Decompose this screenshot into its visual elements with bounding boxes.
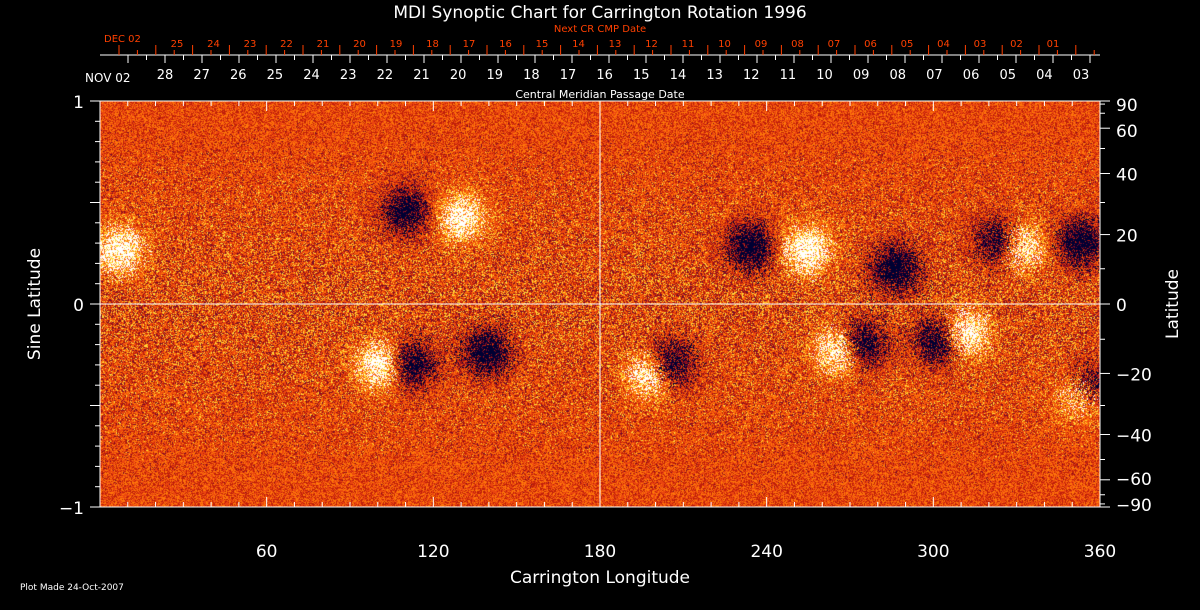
cmp-date-label: 17 <box>560 68 577 83</box>
next-cmp-date-label: 04 <box>937 39 950 50</box>
next-cmp-date-label: 06 <box>864 39 877 50</box>
x-tick-label: 120 <box>417 542 449 562</box>
y-left-axis-label: Sine Latitude <box>25 248 45 360</box>
cmp-date-label: 22 <box>377 68 394 83</box>
cmp-date-label: 28 <box>157 68 174 83</box>
y-left-tick-label: −1 <box>59 499 84 519</box>
next-cmp-date-label: 20 <box>353 39 366 50</box>
cmp-date-label: 14 <box>670 68 687 83</box>
y-right-tick-label: 90 <box>1116 96 1138 116</box>
next-cmp-date-label: 15 <box>536 39 549 50</box>
cmp-date-label: 12 <box>743 68 760 83</box>
next-cmp-date-label: 14 <box>572 39 585 50</box>
cmp-date-label: 25 <box>267 68 284 83</box>
next-cmp-date-label: 09 <box>755 39 768 50</box>
next-cmp-date-label: 12 <box>645 39 658 50</box>
cmp-date-label: 11 <box>780 68 797 83</box>
cmp-date-label: 20 <box>450 68 467 83</box>
next-cmp-date-label: 21 <box>317 39 330 50</box>
cmp-date-label: 06 <box>963 68 980 83</box>
next-cmp-date-label: 18 <box>426 39 439 50</box>
next-cmp-date-label: 11 <box>682 39 695 50</box>
next-cmp-axis-title: Next CR CMP Date <box>554 24 646 35</box>
cmp-date-label: 16 <box>596 68 613 83</box>
next-cmp-start-label: DEC 02 <box>104 34 141 45</box>
next-cmp-date-label: 19 <box>390 39 403 50</box>
next-cmp-date-label: 07 <box>828 39 841 50</box>
cmp-date-label: 07 <box>926 68 943 83</box>
cmp-date-label: 19 <box>486 68 503 83</box>
next-cmp-date-label: 17 <box>463 39 476 50</box>
cmp-date-label: 26 <box>230 68 247 83</box>
cmp-date-label: 03 <box>1073 68 1090 83</box>
cmp-date-label: 15 <box>633 68 650 83</box>
cmp-date-label: 24 <box>303 68 320 83</box>
next-cmp-date-label: 03 <box>974 39 987 50</box>
y-right-tick-label: −40 <box>1116 426 1152 446</box>
y-right-tick-label: 0 <box>1116 296 1127 316</box>
cmp-date-label: 10 <box>816 68 833 83</box>
cmp-date-label: 27 <box>193 68 210 83</box>
next-cmp-date-label: 10 <box>718 39 731 50</box>
y-left-tick-label: 0 <box>73 296 84 316</box>
x-tick-label: 360 <box>1084 542 1116 562</box>
y-right-tick-label: 40 <box>1116 166 1138 186</box>
cmp-start-label: NOV 02 <box>85 71 131 85</box>
next-cmp-date-label: 01 <box>1047 39 1060 50</box>
cmp-date-label: 21 <box>413 68 430 83</box>
next-cmp-date-label: 08 <box>791 39 804 50</box>
cmp-date-label: 23 <box>340 68 357 83</box>
next-cmp-date-label: 25 <box>171 39 184 50</box>
plot-made-note: Plot Made 24-Oct-2007 <box>20 583 124 593</box>
next-cmp-date-label: 05 <box>901 39 914 50</box>
next-cmp-date-label: 24 <box>207 39 220 50</box>
next-cmp-date-label: 02 <box>1010 39 1023 50</box>
x-tick-label: 60 <box>256 542 278 562</box>
cmp-date-label: 18 <box>523 68 540 83</box>
x-axis-label: Carrington Longitude <box>510 568 690 588</box>
next-cmp-date-label: 16 <box>499 39 512 50</box>
x-tick-label: 300 <box>917 542 949 562</box>
y-right-tick-label: −60 <box>1116 470 1152 490</box>
cmp-date-label: 08 <box>890 68 907 83</box>
cmp-date-label: 04 <box>1036 68 1053 83</box>
chart-title: MDI Synoptic Chart for Carrington Rotati… <box>393 3 806 23</box>
y-left-tick-label: 1 <box>73 93 84 113</box>
y-right-tick-label: 60 <box>1116 122 1138 142</box>
cmp-axis-title: Central Meridian Passage Date <box>515 88 684 101</box>
x-tick-label: 240 <box>750 542 782 562</box>
y-right-tick-label: 20 <box>1116 227 1138 247</box>
cmp-date-label: 05 <box>999 68 1016 83</box>
y-right-axis-label: Latitude <box>1163 269 1183 339</box>
cmp-date-label: 13 <box>706 68 723 83</box>
x-tick-label: 180 <box>584 542 616 562</box>
y-right-tick-label: −90 <box>1116 496 1152 516</box>
cmp-date-label: 09 <box>853 68 870 83</box>
next-cmp-date-label: 22 <box>280 39 293 50</box>
y-right-tick-label: −20 <box>1116 365 1152 385</box>
next-cmp-date-label: 13 <box>609 39 622 50</box>
next-cmp-date-label: 23 <box>244 39 257 50</box>
